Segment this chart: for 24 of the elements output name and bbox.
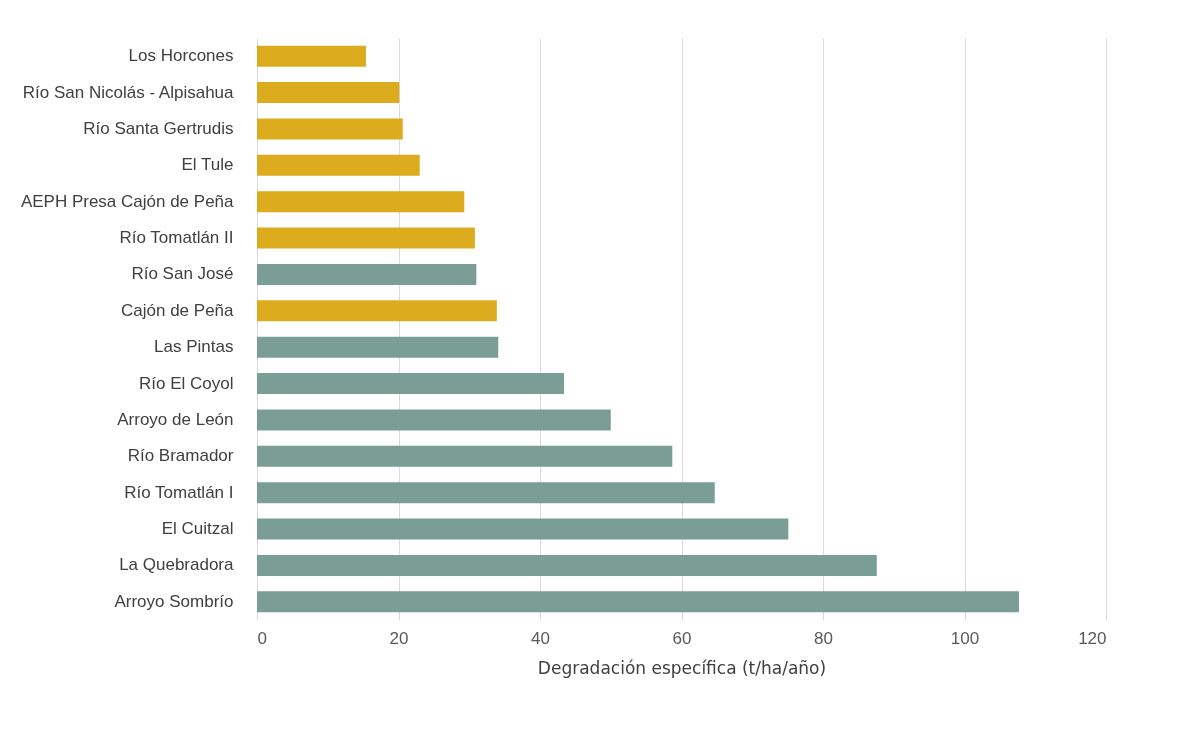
y-tick-label: Río Tomatlán II bbox=[119, 228, 234, 248]
y-tick-label: Río El Coyol bbox=[139, 373, 234, 393]
y-tick-label: El Tule bbox=[181, 155, 234, 175]
y-tick-label: Las Pintas bbox=[154, 337, 234, 357]
x-tick-label: 40 bbox=[531, 628, 550, 648]
y-tick-label: El Cuitzal bbox=[161, 519, 234, 539]
x-tick-label: 120 bbox=[1078, 628, 1107, 648]
y-tick-label: Río San José bbox=[131, 264, 234, 284]
y-tick-label: Los Horcones bbox=[128, 46, 234, 66]
y-tick-label: Cajón de Peña bbox=[121, 300, 235, 320]
y-tick-label: Río Santa Gertrudis bbox=[83, 118, 234, 138]
x-tick-label: 20 bbox=[389, 628, 409, 648]
y-tick-label: La Quebradora bbox=[119, 555, 235, 575]
y-tick-label: Arroyo de León bbox=[117, 409, 234, 429]
y-tick-label: AEPH Presa Cajón de Peña bbox=[20, 191, 235, 211]
x-tick-label: 60 bbox=[672, 628, 692, 648]
y-tick-label: Río Bramador bbox=[127, 446, 234, 466]
x-tick-label: 80 bbox=[814, 628, 833, 648]
x-tick-label: 100 bbox=[950, 628, 980, 648]
x-axis-title: Degradación específica (t/ha/año) bbox=[537, 657, 827, 678]
x-tick-label: 0 bbox=[257, 628, 267, 648]
y-tick-label: Arroyo Sombrío bbox=[114, 591, 234, 611]
y-tick-label: Río San Nicolás - Alpisahua bbox=[22, 82, 235, 102]
y-tick-label: Río Tomatlán I bbox=[124, 482, 234, 502]
